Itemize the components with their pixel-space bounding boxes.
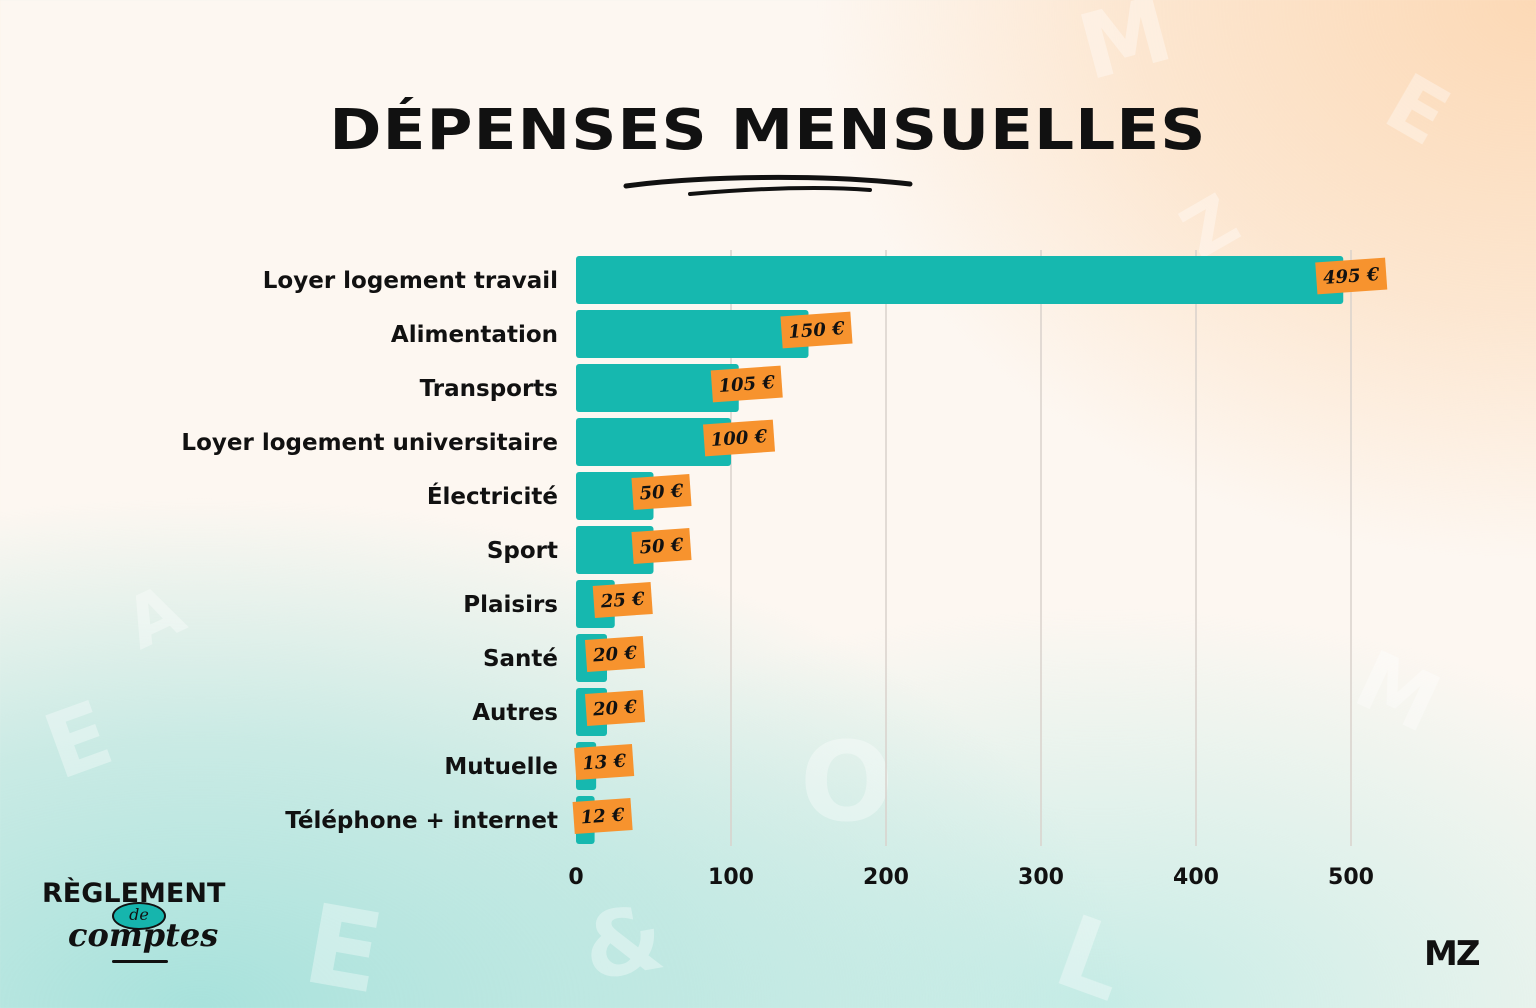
logo-line-2: de [112,902,166,930]
value-tag-background [780,311,853,349]
value-label: 20 € [591,642,638,666]
x-tick-label: 200 [863,865,909,890]
category-label: Téléphone + internet [285,808,558,834]
category-label: Autres [472,700,558,726]
value-tag-background [584,690,646,726]
value-tag: 20 € [584,636,646,672]
x-tick-label: 400 [1173,865,1219,890]
category-label: Plaisirs [463,592,558,618]
value-tag-background [631,528,692,564]
value-tag-background [574,744,635,780]
title-underline [623,174,913,196]
value-tag: 495 € [1315,257,1388,295]
bar [576,310,809,358]
value-label: 100 € [710,426,768,451]
value-label: 20 € [591,696,638,720]
logo-line-3: comptes [68,916,219,954]
category-label: Loyer logement universitaire [181,430,558,456]
bar [576,364,739,412]
category-label: Mutuelle [444,754,558,780]
value-tag: 50 € [631,474,692,510]
bar [576,256,1344,304]
logo-dash [112,960,168,963]
category-label: Loyer logement travail [263,268,558,294]
value-tag: 20 € [584,690,646,726]
value-label: 12 € [580,804,626,828]
value-tag-background [702,419,776,457]
x-tick-label: 300 [1018,865,1064,890]
value-label: 13 € [582,750,628,774]
value-label: 25 € [599,588,646,612]
grid-lines [730,250,1352,846]
value-tag: 25 € [592,582,653,618]
category-label: Santé [483,646,558,672]
x-tick-label: 500 [1328,865,1374,890]
mz-logo: MZ [1424,934,1480,974]
reglement-de-comptes-logo: RÈGLEMENT de comptes [40,878,240,968]
x-tick-label: 0 [568,865,583,890]
category-label: Alimentation [391,322,558,348]
category-label: Sport [487,538,558,564]
value-tag: 105 € [710,365,783,403]
value-tag-background [572,798,633,834]
category-labels: Loyer logement travail Alimentation Transp… [181,268,558,834]
value-tag: 12 € [572,798,633,834]
category-label: Transports [420,376,558,402]
value-tag: 50 € [631,528,692,564]
value-label: 50 € [639,480,685,504]
x-axis-ticks: 0 100 200 300 400 500 [568,865,1374,890]
value-label: 105 € [718,372,776,397]
value-tag-background [631,474,692,510]
value-tag-background [710,365,783,403]
value-tag-background [584,636,646,672]
page-title: DÉPENSES MENSUELLES [329,98,1207,163]
value-tag-background [1315,257,1388,295]
value-label: 150 € [788,318,846,343]
value-tag: 13 € [574,744,635,780]
bars [576,256,1344,844]
value-label: 50 € [639,534,685,558]
value-tag: 100 € [702,419,776,457]
value-tag-background [592,582,653,618]
x-tick-label: 100 [708,865,754,890]
value-tag: 150 € [780,311,853,349]
category-label: Électricité [427,482,558,510]
value-tags: 495 € 150 € 105 € 100 € 50 € 50 € 25 € 20 € 20 €… [572,257,1388,834]
value-label: 495 € [1322,264,1380,289]
bar [576,418,731,466]
